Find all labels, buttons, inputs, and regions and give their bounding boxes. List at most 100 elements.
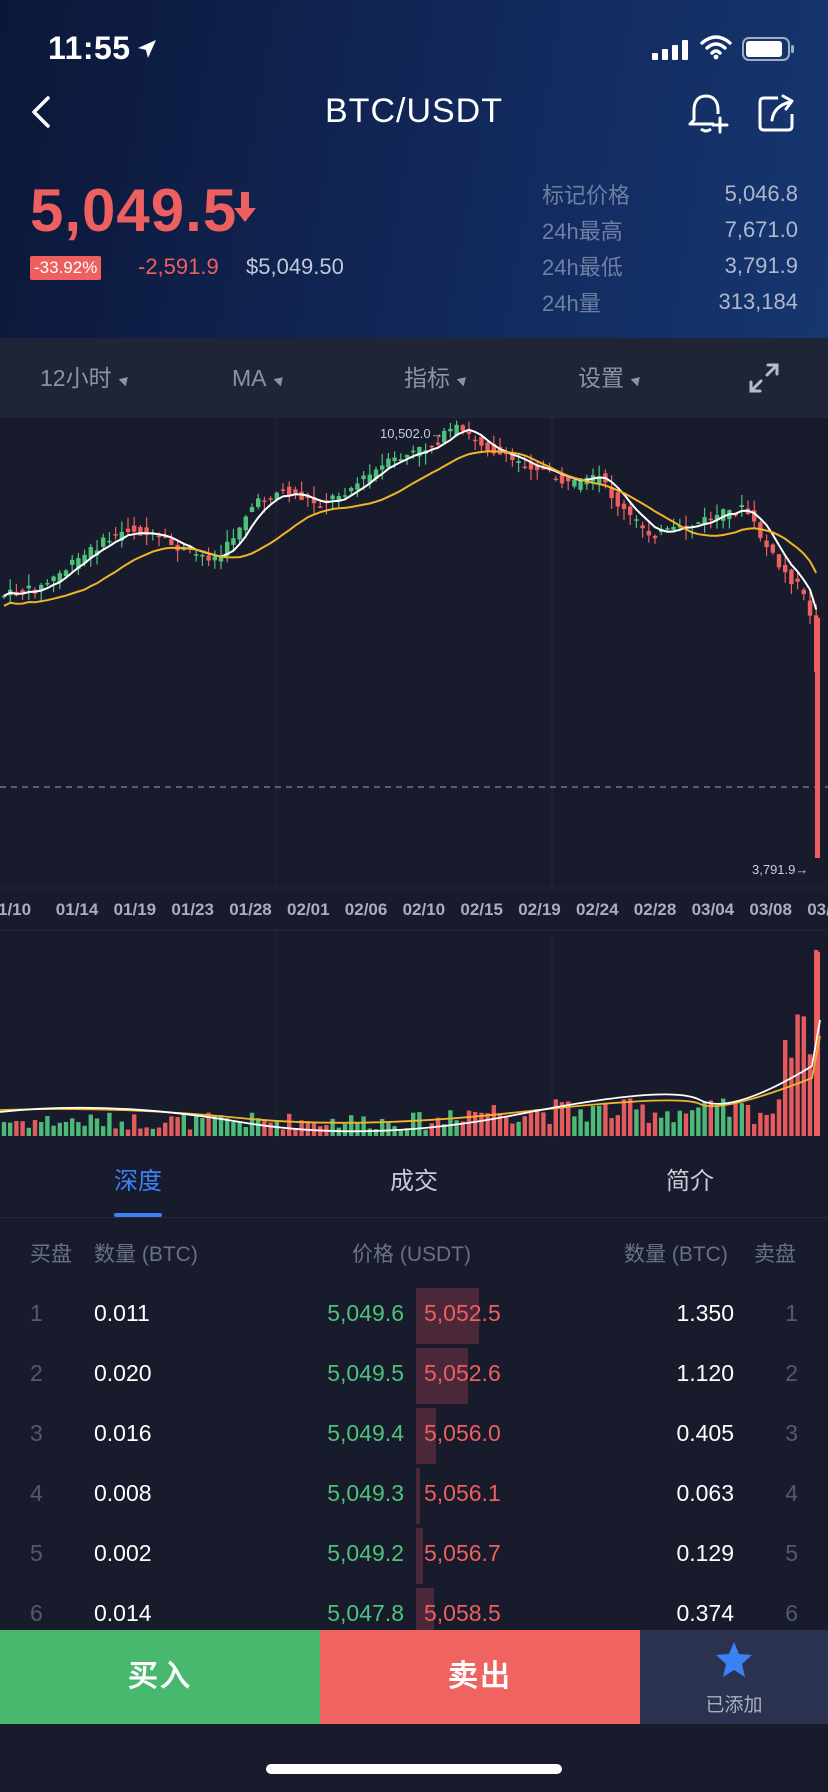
candle-body (714, 514, 720, 520)
interval-label: 12小时 (40, 365, 112, 391)
bid-index: 3 (30, 1420, 43, 1446)
candle-body (287, 486, 292, 496)
volume-bar (243, 1126, 248, 1136)
candle-body (398, 459, 403, 462)
volume-bar (454, 1120, 459, 1136)
volume-bar (727, 1116, 732, 1136)
volume-bar (547, 1123, 552, 1136)
tab-depth[interactable]: 深度 (114, 1168, 162, 1195)
back-icon[interactable] (24, 90, 60, 134)
volume-bar (702, 1101, 707, 1136)
volume-bar (485, 1113, 490, 1136)
volume-bar (150, 1128, 155, 1136)
candle-body (45, 583, 50, 585)
candle-body (262, 500, 267, 502)
stat-24h-volume: 24h量 313,184 (542, 284, 798, 320)
candle-body (815, 618, 820, 858)
candle-body (708, 518, 713, 521)
ask-price: 5,052.6 (424, 1360, 501, 1386)
candle-body (516, 461, 521, 463)
candle-body (628, 506, 633, 515)
volume-bar (187, 1129, 193, 1136)
orderbook-row[interactable]: 1 0.011 5,049.6 5,052.5 1.350 1 (0, 1286, 828, 1346)
candle-body (764, 540, 769, 548)
tab-intro[interactable]: 简介 (666, 1168, 714, 1195)
orderbook-row[interactable]: 5 0.002 5,049.2 5,056.7 0.129 5 (0, 1526, 828, 1586)
candle-body (609, 486, 614, 499)
candle-body (504, 452, 509, 455)
candle-body (510, 453, 515, 461)
change-percent-badge: -33.92% (30, 256, 102, 280)
stat-24h-high: 24h最高 7,671.0 (542, 212, 798, 248)
date-tick-label: 03/08 (749, 900, 792, 919)
orderbook-row[interactable]: 3 0.016 5,049.4 5,056.0 0.405 3 (0, 1406, 828, 1466)
tab-trades[interactable]: 成交 (390, 1168, 438, 1195)
stat-24h-low: 24h最低 3,791.9 (542, 248, 798, 284)
volume-bar (404, 1128, 410, 1136)
indicators-dropdown[interactable]: 指标 (404, 338, 470, 418)
bid-index: 4 (30, 1480, 43, 1506)
candle-body (237, 527, 242, 540)
volume-bar (194, 1113, 199, 1136)
volume-bar (237, 1121, 242, 1136)
date-tick-label: 03/ (807, 900, 828, 919)
bid-index: 2 (30, 1360, 43, 1386)
candle-body (776, 554, 782, 568)
candle-body (51, 576, 56, 582)
detail-tabs: 深度 成交 简介 (0, 1146, 828, 1218)
candle-body (132, 525, 137, 532)
interval-dropdown[interactable]: 12小时 (40, 338, 131, 418)
ticker-header: 11:55 BTC/USDT (0, 0, 828, 338)
volume-bar (510, 1123, 515, 1136)
fullscreen-icon[interactable] (748, 362, 780, 394)
settings-dropdown[interactable]: 设置 (578, 338, 644, 418)
buy-button[interactable]: 买入 (0, 1630, 320, 1724)
volume-bar (745, 1104, 751, 1136)
price-header: 价格 (USDT) (352, 1243, 471, 1266)
bid-price: 5,049.3 (327, 1480, 404, 1506)
candlestick-chart[interactable]: 10,502.0→ 3,791.9→ (0, 418, 828, 1138)
volume-bar (1, 1122, 7, 1136)
dropdown-triangle-icon (118, 373, 131, 387)
candle-body (411, 450, 416, 453)
bid-quantity: 0.014 (94, 1600, 152, 1626)
volume-bar (256, 1118, 261, 1136)
candle-body (665, 528, 670, 530)
ma-dropdown[interactable]: MA (232, 338, 286, 418)
bid-price: 5,049.2 (327, 1540, 404, 1566)
candle-body (404, 454, 410, 458)
volume-bar (659, 1117, 664, 1136)
volume-bar (113, 1128, 118, 1136)
orderbook-row[interactable]: 2 0.020 5,049.5 5,052.6 1.120 2 (0, 1346, 828, 1406)
candle-body (212, 556, 217, 561)
date-tick-label: 01/28 (229, 900, 272, 919)
volume-bar (373, 1129, 379, 1136)
bid-index: 1 (30, 1300, 43, 1326)
date-tick-label: 02/01 (287, 900, 330, 919)
candle-body (156, 535, 162, 538)
volume-bar (553, 1099, 558, 1136)
stat-mark-price: 标记价格 5,046.8 (542, 176, 798, 212)
home-indicator (266, 1764, 562, 1774)
volume-bar (20, 1121, 25, 1136)
stat-label: 24h最低 (542, 255, 623, 280)
date-tick-label: 01/23 (171, 900, 214, 919)
orderbook-header: 买盘 数量 (BTC) 价格 (USDT) 数量 (BTC) 卖盘 (0, 1238, 828, 1278)
ask-price: 5,056.1 (424, 1480, 501, 1506)
sell-button[interactable]: 卖出 (320, 1630, 640, 1724)
date-tick-label: 02/19 (518, 900, 561, 919)
volume-bar (63, 1121, 69, 1136)
wifi-icon (700, 35, 732, 60)
favorite-button[interactable]: 已添加 (640, 1630, 828, 1724)
orderbook-row[interactable]: 4 0.008 5,049.3 5,056.1 0.063 4 (0, 1466, 828, 1526)
candle-body (770, 544, 775, 553)
candle-body (435, 442, 441, 445)
share-icon[interactable] (756, 90, 798, 134)
volume-bar (398, 1129, 403, 1136)
ask-price: 5,056.0 (424, 1420, 501, 1446)
bid-qty-header: 数量 (BTC) (94, 1243, 198, 1266)
alert-bell-icon[interactable] (686, 90, 730, 136)
chart-toolbar: 12小时 MA 指标 设置 (0, 338, 828, 418)
bid-quantity: 0.002 (94, 1540, 152, 1566)
volume-bar (144, 1127, 149, 1136)
